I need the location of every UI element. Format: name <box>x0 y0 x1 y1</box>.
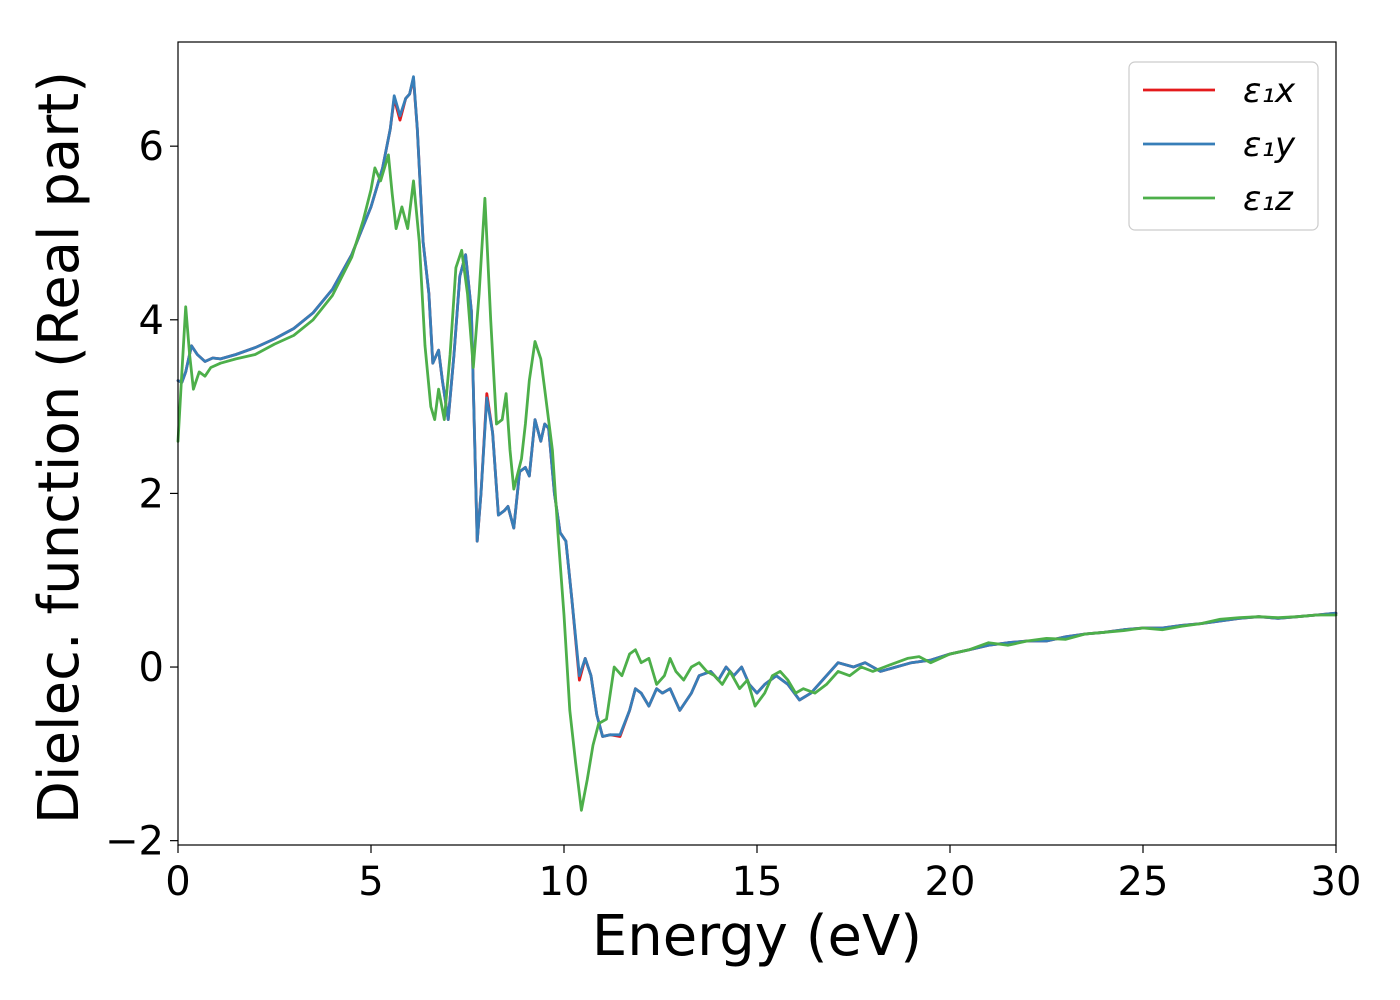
x-axis-title: Energy (eV) <box>592 904 922 969</box>
y-tick-label: 6 <box>139 124 164 170</box>
x-tick-label: 5 <box>358 859 383 905</box>
legend-label-1: ε₁y <box>1243 125 1296 165</box>
x-tick-label: 25 <box>1118 859 1169 905</box>
x-tick-label: 30 <box>1311 859 1362 905</box>
x-tick-label: 10 <box>539 859 590 905</box>
series-line-2 <box>176 153 1338 812</box>
y-tick-label: 2 <box>139 471 164 517</box>
legend-label-2: ε₁z <box>1243 179 1294 219</box>
x-tick-label: 15 <box>732 859 783 905</box>
legend-box <box>1128 61 1319 231</box>
series-line-1 <box>176 75 1338 738</box>
x-tick-label: 20 <box>925 859 976 905</box>
series-layer <box>176 75 1338 812</box>
y-axis-title: Dielec. function (Real part) <box>27 71 92 824</box>
y-tick-label: −2 <box>105 819 164 865</box>
y-tick-label: 4 <box>139 298 164 344</box>
legend-label-0: ε₁x <box>1243 71 1296 111</box>
y-tick-label: 0 <box>139 645 164 691</box>
legend: ε₁x ε₁y ε₁z <box>1128 61 1319 231</box>
x-tick-label: 0 <box>165 859 190 905</box>
